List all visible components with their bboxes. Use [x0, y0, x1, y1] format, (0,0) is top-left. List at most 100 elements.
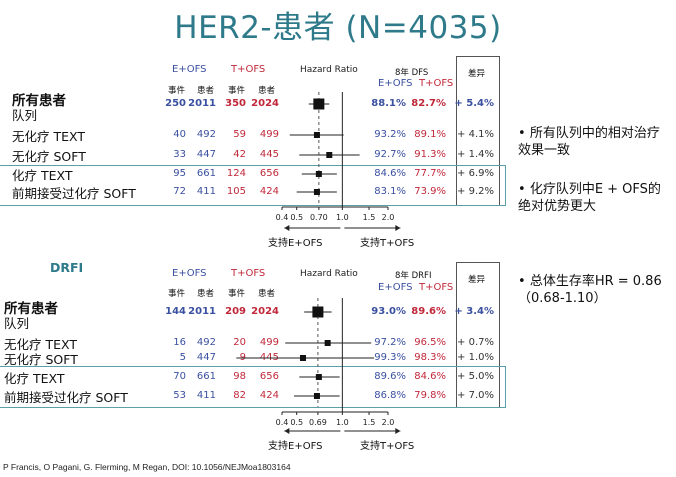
arm-t-header: T+OFS	[231, 64, 266, 75]
bullet-3: • 总体生存率HR = 0.86（0.68-1.10）	[518, 273, 670, 307]
bullet-text: 化疗队列中E + OFS的绝对优势更大	[518, 182, 661, 214]
difference: + 4.1%	[457, 129, 494, 140]
events-header-e: 事件	[168, 289, 186, 299]
hr-header: Hazard Ratio	[300, 65, 358, 75]
favors-t-label: 支持T+OFS	[360, 441, 415, 452]
t-events: 124	[226, 168, 246, 179]
e-percent: 93.0%	[371, 306, 406, 317]
e-events: 16	[173, 337, 186, 348]
t-percent: 91.3%	[414, 149, 446, 160]
t-events: 209	[225, 306, 246, 317]
t-events: 42	[233, 149, 246, 160]
events-header-t: 事件	[228, 289, 246, 299]
e-percent: 97.2%	[374, 337, 406, 348]
row-label: 前期接受过化疗 SOFT	[4, 390, 128, 405]
bullet-text: 总体生存率HR = 0.86（0.68-1.10）	[518, 274, 662, 306]
e-events: 72	[173, 186, 186, 197]
patients-header-t: 患者	[258, 289, 276, 299]
events-header-t: 事件	[228, 86, 246, 96]
row-label: 化疗 TEXT	[4, 371, 65, 386]
citation-footer: P Francis, O Pagani, G. Flerming, M Rega…	[3, 462, 291, 472]
favors-e-label: 支持E+OFS	[268, 441, 323, 452]
favors-t-arrowhead	[395, 428, 401, 434]
e-patients: 492	[196, 129, 216, 140]
hr-point	[315, 374, 322, 380]
chemo-highlight	[0, 165, 506, 206]
axis-tick-label: 1.0	[336, 213, 349, 222]
t-patients: 2024	[251, 98, 279, 109]
patients-header-e: 患者	[197, 289, 215, 299]
arm-t-pct-header: T+OFS	[419, 78, 454, 89]
diff-header: 差异	[468, 275, 486, 285]
difference: + 9.2%	[457, 186, 494, 197]
t-patients: 499	[259, 129, 279, 140]
bullet-text: 所有队列中的相对治疗效果一致	[518, 126, 660, 158]
difference: + 6.9%	[457, 168, 494, 179]
e-percent: 99.3%	[374, 352, 406, 363]
hr-header: Hazard Ratio	[300, 269, 358, 279]
arm-e-header: E+OFS	[172, 64, 207, 75]
row-label-all-patients: 所有患者	[12, 93, 66, 109]
favors-e-label: 支持E+OFS	[268, 238, 323, 249]
axis-tick-label: 0.4	[276, 213, 289, 222]
e-events: 5	[179, 352, 186, 363]
t-percent: 98.3%	[414, 352, 446, 363]
t-events: 82	[233, 390, 246, 401]
axis-tick-label: 0.5	[290, 418, 303, 427]
t-events: 59	[233, 129, 246, 140]
row-sublabel-cohort: 队列	[4, 316, 30, 331]
favors-t-label: 支持T+OFS	[360, 238, 415, 249]
favors-e-arrowhead	[284, 225, 290, 231]
axis-tick-label: 1.0	[336, 418, 349, 427]
t-events: 350	[225, 98, 246, 109]
t-patients: 499	[259, 337, 279, 348]
row-label: 无化疗 TEXT	[4, 337, 77, 352]
e-patients: 661	[196, 168, 216, 179]
t-percent: 84.6%	[414, 371, 446, 382]
t-percent: 96.5%	[414, 337, 446, 348]
arm-e-pct-header: E+OFS	[378, 282, 413, 293]
diff-header: 差异	[468, 69, 486, 79]
axis-tick-label: 0.69	[309, 418, 327, 427]
hr-point	[313, 132, 320, 138]
row-label: 前期接受过化疗 SOFT	[12, 186, 136, 201]
hr-point	[313, 189, 320, 195]
forest-panel-drfi: DRFI E+OFS T+OFS Hazard Ratio 8年 DRFI E+…	[0, 260, 506, 452]
hr-point	[315, 171, 322, 177]
bullet-2: • 化疗队列中E + OFS的绝对优势更大	[518, 181, 670, 215]
chemo-highlight	[0, 366, 506, 408]
t-percent: 79.8%	[414, 390, 446, 401]
e-percent: 92.7%	[374, 149, 406, 160]
slide-title: HER2-患者 (N=4035)	[174, 10, 502, 46]
e-patients: 2011	[188, 306, 216, 317]
e-percent: 83.1%	[374, 186, 406, 197]
axis-tick-label: 1.5	[363, 213, 376, 222]
hr-point	[299, 355, 306, 361]
axis-tick-label: 0.4	[276, 418, 289, 427]
t-patients: 656	[259, 371, 279, 382]
e-events: 53	[173, 390, 186, 401]
axis-tick-label: 2.0	[382, 213, 395, 222]
t-events: 98	[233, 371, 246, 382]
forest-panel-dfs: E+OFS T+OFS Hazard Ratio 8年 DFS E+OFS T+…	[0, 0, 506, 250]
row-label: 无化疗 TEXT	[12, 129, 85, 144]
difference: + 5.4%	[454, 98, 494, 109]
patients-header-e: 患者	[197, 86, 215, 96]
difference: + 5.0%	[457, 371, 494, 382]
favors-e-arrowhead	[284, 428, 290, 434]
arm-t-header: T+OFS	[231, 268, 266, 279]
t-patients: 424	[259, 186, 279, 197]
t-patients: 424	[259, 390, 279, 401]
t-percent: 73.9%	[414, 186, 446, 197]
e-percent: 89.6%	[374, 371, 406, 382]
row-label: 化疗 TEXT	[12, 168, 73, 183]
axis-tick-label: 2.0	[382, 418, 395, 427]
e-percent: 84.6%	[374, 168, 406, 179]
hr-point	[312, 306, 324, 318]
e-patients: 447	[196, 352, 216, 363]
e-percent: 86.8%	[374, 390, 406, 401]
endpoint-label: 8年 DFS	[395, 68, 429, 78]
e-events: 144	[165, 306, 186, 317]
hr-point	[313, 98, 325, 110]
arm-t-pct-header: T+OFS	[419, 282, 454, 293]
